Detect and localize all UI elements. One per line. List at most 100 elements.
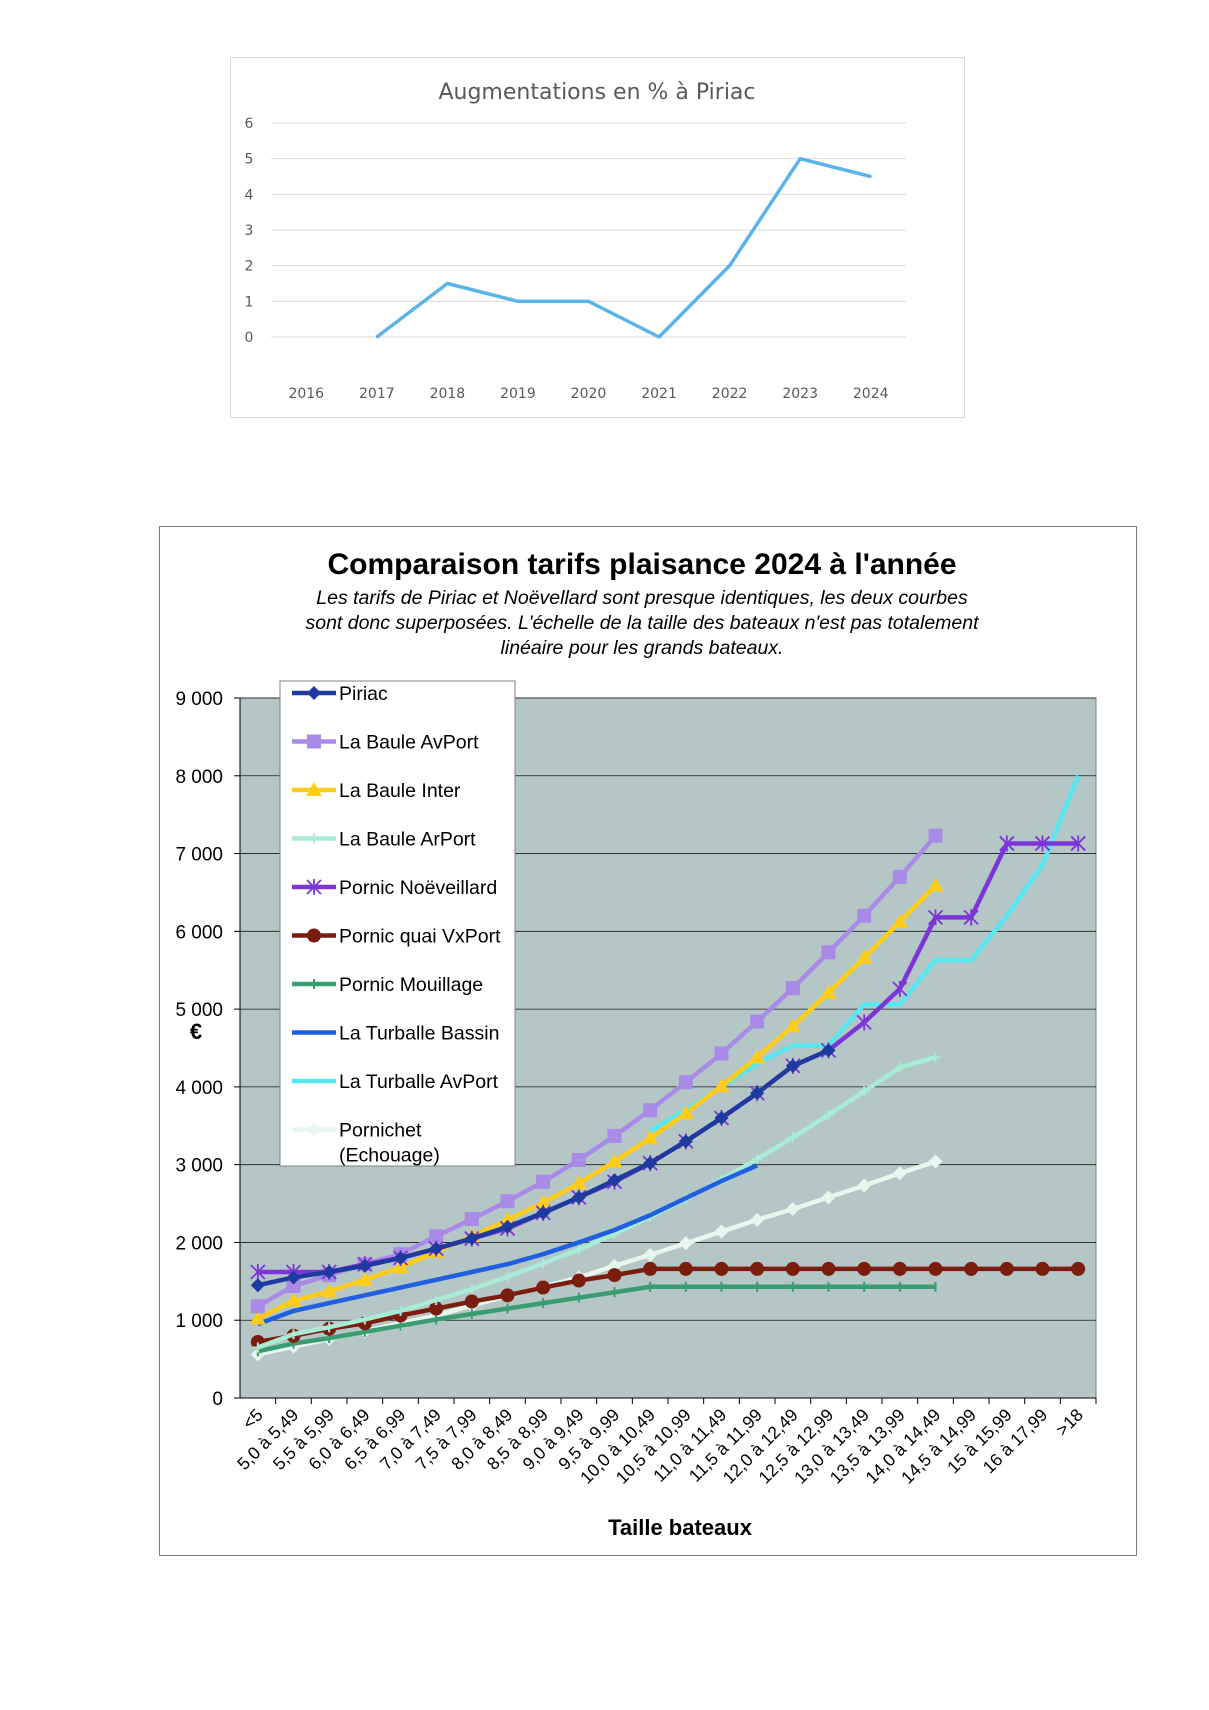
chart2-legend-label: Pornic Noëveillard (339, 877, 497, 899)
chart2-data-point (678, 1236, 693, 1251)
chart2-legend-label: La Turballe AvPort (339, 1071, 499, 1093)
chart2-data-point (714, 1046, 729, 1061)
chart2-data-point (500, 1219, 515, 1234)
chart2-data-point (466, 1284, 477, 1295)
chart2-data-point (307, 1122, 321, 1137)
chart2-data-point (607, 1173, 622, 1188)
chart2-data-point (928, 1154, 943, 1169)
chart2-legend: Piriac La Baule AvPort La Baule Inter La Ba… (279, 680, 516, 1167)
chart2-data-point (859, 1086, 870, 1097)
chart2-y-tick-label: 1 000 (175, 1311, 223, 1332)
chart1-x-tick: 2016 (288, 386, 324, 402)
chart2-data-point (856, 1014, 872, 1031)
chart2-data-point (714, 1261, 729, 1276)
chart2-data-point (606, 1153, 623, 1168)
chart1-y-tick: 0 (245, 330, 254, 346)
chart2-data-point (930, 1052, 941, 1063)
chart2-data-point (821, 1261, 836, 1276)
chart2-data-point (357, 1258, 372, 1273)
chart2-data-point (894, 1062, 905, 1073)
chart1-y-tick: 1 (245, 294, 254, 310)
chart2-data-point (359, 1314, 370, 1325)
chart2-y-tick-label: 4 000 (175, 1078, 223, 1099)
chart2-data-point (750, 1212, 765, 1227)
chart2-data-point (821, 945, 836, 960)
chart1-point (446, 282, 449, 285)
chart2-legend-label: La Baule ArPort (339, 829, 476, 851)
chart2-data-point (464, 1231, 479, 1246)
chart2-data-point (892, 980, 908, 997)
chart2-data-point (1071, 1261, 1086, 1276)
chart1-point (798, 157, 802, 160)
chart2-data-point (573, 1244, 584, 1255)
chart2-data-point (752, 1154, 763, 1165)
chart2-data-point (307, 928, 321, 943)
chart2-subtitle-line-2: sont donc superposées. L'échelle de la t… (305, 612, 980, 634)
chart2-data-point (500, 1194, 515, 1209)
chart2-y-tick-label: 5 000 (175, 1000, 223, 1021)
chart2-data-point (431, 1295, 442, 1305)
chart1-point (657, 335, 661, 339)
chart2-data-point (307, 734, 321, 749)
chart2-data-point (964, 1261, 979, 1276)
chart1-x-tick: 2021 (641, 386, 677, 402)
chart1-x-tick: 2023 (782, 386, 818, 402)
chart2-data-point (500, 1288, 515, 1303)
chart2-data-point (571, 1190, 586, 1205)
chart2-data-point (395, 1305, 406, 1316)
chart2-data-point (750, 1014, 765, 1029)
chart2-data-point (250, 1264, 266, 1280)
chart2-data-point (999, 835, 1015, 852)
chart2-data-point (570, 1175, 587, 1190)
chart2-data-point (678, 1261, 693, 1276)
chart2-data-point (1070, 835, 1086, 852)
chart1-point (587, 300, 590, 303)
chart2-data-point (750, 1261, 765, 1276)
chart2-data-point (288, 1329, 299, 1340)
chart2-data-point (464, 1294, 479, 1309)
chart2-series-line (257, 1055, 937, 1350)
chart2-svg: Comparaison tarifs plaisance 2024 à l'an… (175, 548, 1097, 1540)
chart2-data-point (928, 1261, 943, 1276)
chart1-y-tick: 5 (245, 152, 254, 168)
chart2-data-point (678, 1075, 693, 1090)
chart2-data-point (714, 1111, 729, 1125)
chart2-data-point (857, 1261, 872, 1276)
chart2-data-point (1035, 1261, 1050, 1276)
chart1-x-tick: 2022 (712, 386, 748, 402)
chart1-y-tick: 4 (245, 187, 254, 203)
chart2-data-point (927, 909, 944, 926)
chart2-legend-label: Piriac (339, 683, 388, 705)
chart2-data-point (250, 1278, 265, 1293)
chart2-data-point (643, 1247, 658, 1262)
chart1-x-tick: 2017 (359, 386, 395, 402)
chart2-data-point (538, 1258, 549, 1269)
chart2-data-point (820, 984, 837, 999)
chart1-series-line (375, 156, 872, 339)
chart2-data-point (286, 1279, 301, 1293)
chart2-data-point (322, 1265, 337, 1279)
chart2-data-point (464, 1212, 479, 1227)
chart1-svg: Augmentations en % à Piriac 0 1 2 3 4 5 6 2016… (245, 80, 906, 402)
chart2-data-point (252, 1342, 263, 1353)
chart2-x-tick-label: >18 (1052, 1405, 1087, 1440)
chart2-data-point (787, 1132, 798, 1143)
chart1-y-tick: 2 (245, 259, 254, 275)
chart2-data-point (678, 1134, 693, 1149)
chart1-y-tick: 6 (245, 116, 254, 132)
chart2-data-point (713, 1078, 730, 1093)
chart2-data-point (927, 877, 944, 892)
chart2-legend-label: (Echouage) (339, 1145, 440, 1167)
chart2-data-point (306, 782, 322, 796)
chart2-data-point (785, 1058, 800, 1073)
chart2-data-point (309, 833, 319, 844)
chart2-data-point (1034, 835, 1051, 852)
chart2-data-point (643, 1156, 658, 1171)
chart2-y-tick-label: 7 000 (175, 845, 223, 866)
chart1-x-tick: 2020 (571, 386, 607, 402)
chart2-data-point (892, 1261, 907, 1276)
chart2-data-point (321, 1283, 338, 1298)
chart2-data-point (785, 981, 800, 996)
chart2-data-point (892, 869, 907, 884)
chart2-data-point (643, 1103, 658, 1118)
